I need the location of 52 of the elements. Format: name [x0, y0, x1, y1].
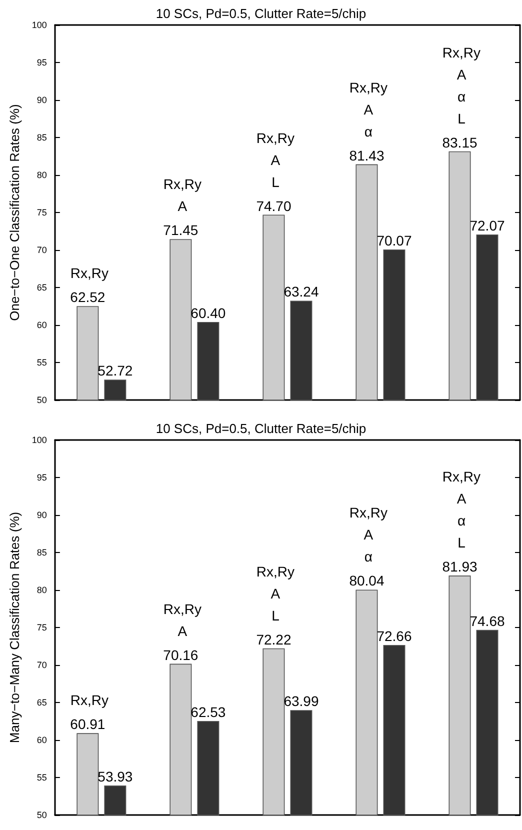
y-tick-label: 50 — [36, 395, 47, 405]
y-tick-label: 80 — [36, 585, 47, 595]
annotation: Rx,Ry A α L — [442, 44, 481, 126]
annotation: Rx,Ry A L — [256, 130, 295, 190]
y-tick-label: 75 — [36, 208, 47, 218]
y-tick-label: 55 — [36, 358, 47, 368]
y-tick-label: 70 — [36, 245, 47, 255]
y-tick-label: 70 — [36, 660, 47, 670]
text: 70.07 — [376, 232, 412, 248]
text: 72.07 — [470, 217, 505, 234]
text: 63.99 — [284, 693, 319, 710]
text: 80.04 — [349, 572, 384, 589]
y-tick-label: 100 — [32, 20, 47, 30]
y-tick-label: 75 — [36, 622, 47, 632]
y-tick-label: 85 — [36, 548, 47, 558]
y-tick-label: 50 — [36, 810, 47, 820]
annotation: Rx,Ry A — [163, 176, 202, 214]
text: 72.66 — [376, 628, 412, 644]
y-tick-label: 85 — [36, 132, 47, 142]
text: 70.16 — [163, 646, 198, 663]
y-tick-label: 80 — [36, 170, 47, 180]
text: 71.45 — [163, 222, 198, 238]
y-tick-label: 65 — [36, 282, 47, 292]
annotation: Rx,Ry — [70, 692, 108, 708]
y-tick-label: 60 — [36, 735, 47, 745]
y-axis-title: One−to−One Classification Rates (%) — [7, 104, 22, 321]
text: 72.22 — [256, 631, 292, 648]
y-tick-label: 65 — [36, 698, 47, 708]
annotation: Rx,Ry A α — [349, 504, 388, 565]
y-tick-label: 90 — [36, 510, 47, 520]
y-tick-label: 90 — [36, 95, 47, 105]
annotation: Rx,Ry A α L — [442, 468, 481, 551]
annotation: Rx,Ry A — [163, 600, 202, 639]
text: 81.93 — [442, 558, 478, 575]
y-tick-label: 95 — [36, 58, 47, 68]
y-tick-label: 95 — [36, 472, 47, 482]
y-tick-label: 60 — [36, 320, 47, 330]
annotation: Rx,Ry — [70, 265, 108, 282]
text: 62.52 — [70, 289, 106, 306]
text: 74.70 — [256, 198, 292, 214]
text: 60.91 — [70, 716, 106, 732]
text: 83.15 — [442, 134, 478, 150]
chart-title: 10 SCs, Pd=0.5, Clutter Rate=5/chip — [156, 6, 366, 21]
annotation: Rx,Ry A α — [349, 79, 388, 140]
annotation: Rx,Ry A L — [256, 563, 295, 624]
text: 74.68 — [470, 612, 505, 629]
text: 81.43 — [349, 147, 384, 164]
y-axis-title: Many−to−Many Classification Rates (%) — [7, 512, 22, 744]
y-tick-label: 55 — [36, 772, 47, 782]
y-tick-label: 100 — [32, 435, 47, 445]
chart-title: 10 SCs, Pd=0.5, Clutter Rate=5/chip — [156, 421, 366, 436]
text: 63.24 — [284, 284, 319, 300]
